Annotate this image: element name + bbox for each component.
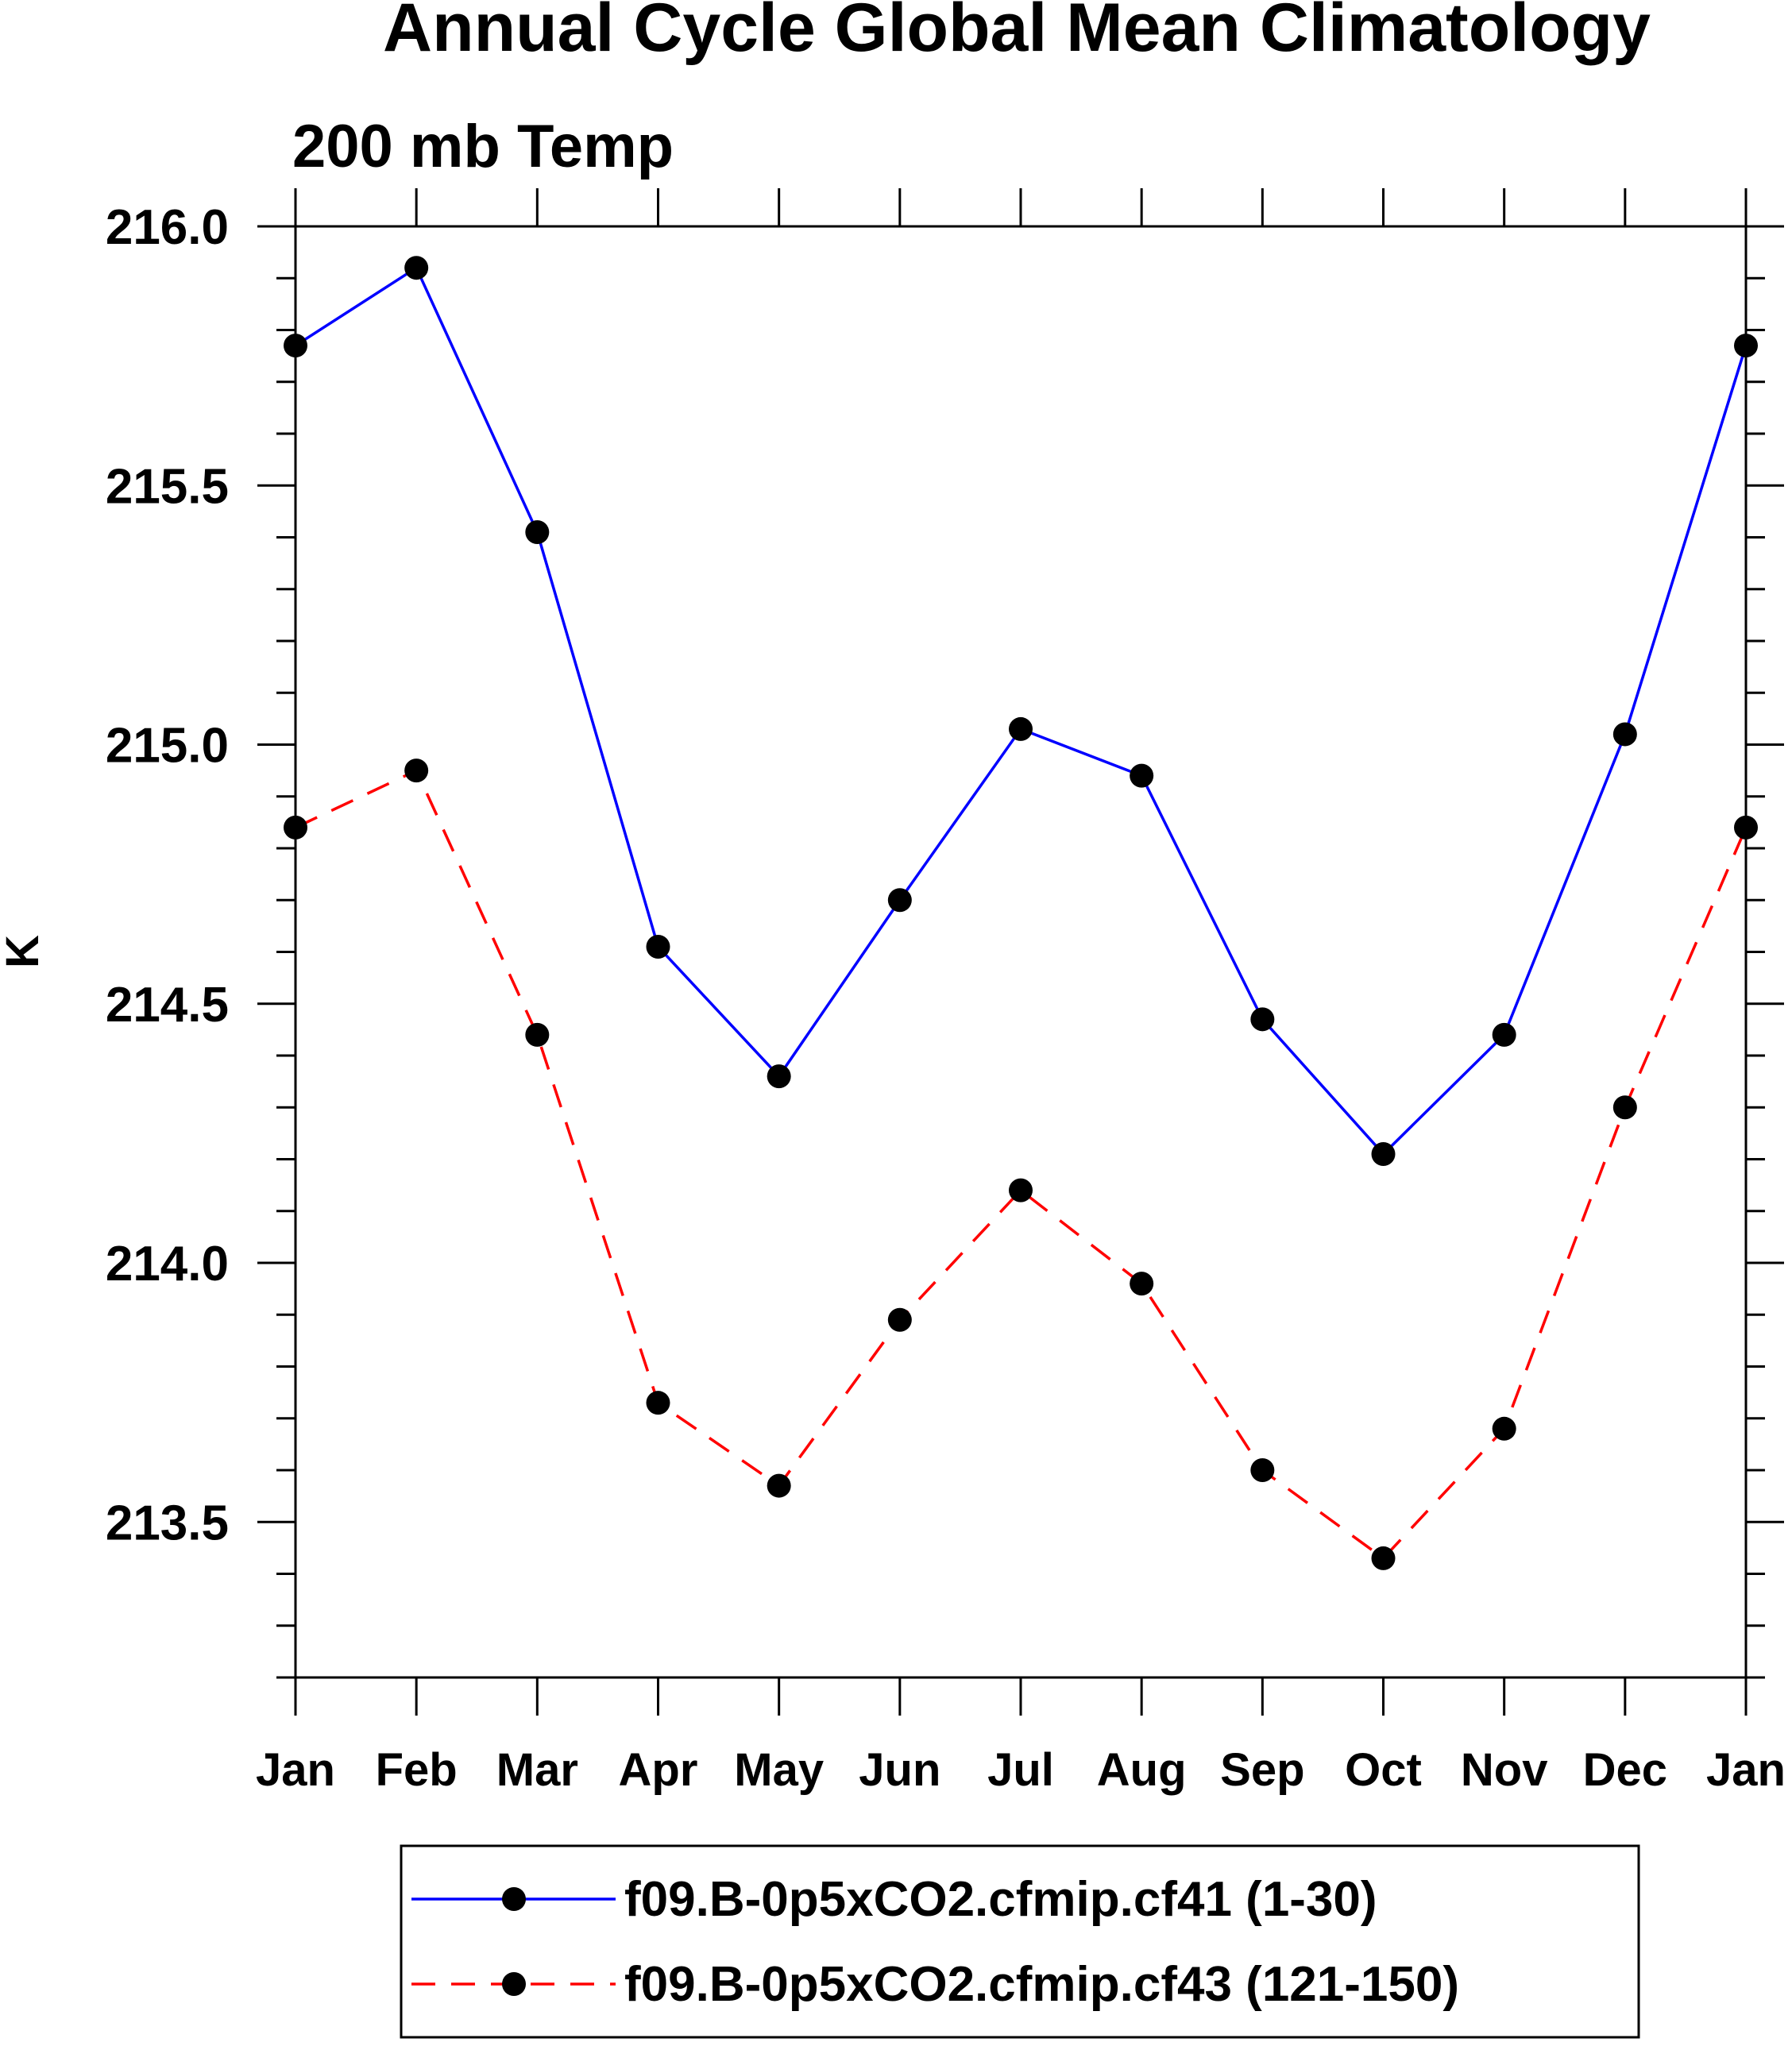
chart-subtitle: 200 mb Temp	[292, 113, 674, 180]
data-point-series-1	[1734, 334, 1758, 358]
data-point-series-2	[525, 1022, 550, 1047]
x-tick-label: Oct	[1345, 1744, 1422, 1796]
data-point-series-2	[404, 759, 429, 783]
data-point-series-2	[1612, 1095, 1637, 1120]
x-tick-label: Mar	[496, 1744, 578, 1796]
x-tick-label: Jun	[859, 1744, 940, 1796]
data-point-series-1	[1371, 1141, 1396, 1166]
data-point-series-2	[767, 1473, 791, 1498]
data-point-series-2	[1734, 815, 1758, 840]
series-line-1	[295, 266, 1748, 1156]
data-point-series-2	[646, 1391, 670, 1415]
data-point-series-1	[646, 934, 670, 959]
x-tick-label: Jan	[256, 1744, 335, 1796]
data-point-series-2	[1130, 1272, 1154, 1296]
data-point-series-1	[1250, 1007, 1275, 1032]
y-tick-label: 215.0	[106, 719, 229, 774]
y-axis-label: K	[0, 935, 48, 968]
legend-marker-series-1	[502, 1887, 526, 1911]
chart-title: Annual Cycle Global Mean Climatology	[383, 0, 1651, 66]
plot-area: 213.5 214.0 214.5 215.0 215.5 216.0 Jan Feb Mar A…	[106, 188, 1786, 1796]
data-point-series-2	[1371, 1546, 1396, 1570]
y-tick-label: 215.5	[106, 459, 229, 514]
legend-marker-series-2	[502, 1972, 526, 1996]
data-point-series-2	[284, 815, 307, 840]
legend-label-series-1: f09.B-0p5xCO2.cfmip.cf41 (1-30)	[624, 1872, 1377, 1927]
data-point-series-2	[1492, 1416, 1516, 1441]
x-tick-label: Jan	[1706, 1744, 1786, 1796]
x-tick-label: Apr	[619, 1744, 698, 1796]
data-point-series-2	[1009, 1178, 1033, 1203]
plot-frame	[294, 225, 1748, 1679]
legend: f09.B-0p5xCO2.cfmip.cf41 (1-30) f09.B-0p…	[400, 1844, 1640, 2039]
data-point-series-2	[887, 1307, 912, 1332]
legend-label-series-2: f09.B-0p5xCO2.cfmip.cf43 (121-150)	[624, 1957, 1459, 2012]
x-tick-label: Nov	[1461, 1744, 1548, 1796]
x-tick-label: Dec	[1583, 1744, 1667, 1796]
data-point-series-1	[1009, 716, 1033, 741]
data-point-series-1	[1492, 1022, 1516, 1047]
data-point-series-1	[767, 1064, 791, 1089]
y-tick-label: 216.0	[106, 200, 229, 255]
x-tick-label: Feb	[376, 1744, 458, 1796]
x-tick-label: Jul	[987, 1744, 1054, 1796]
data-point-series-1	[525, 519, 550, 544]
data-point-series-1	[887, 888, 912, 913]
legend-box	[400, 1844, 1640, 2039]
x-tick-label: Sep	[1220, 1744, 1304, 1796]
data-point-series-1	[404, 256, 429, 280]
series-line-2	[295, 769, 1748, 1560]
y-tick-label: 214.0	[106, 1237, 229, 1291]
data-point-series-1	[1130, 763, 1154, 788]
x-tick-label: May	[734, 1744, 824, 1796]
x-tick-label: Aug	[1097, 1744, 1187, 1796]
data-point-series-1	[284, 334, 307, 358]
data-point-series-2	[1250, 1458, 1275, 1482]
y-tick-label: 213.5	[106, 1496, 229, 1550]
y-tick-label: 214.5	[106, 978, 229, 1033]
data-point-series-1	[1612, 722, 1637, 747]
